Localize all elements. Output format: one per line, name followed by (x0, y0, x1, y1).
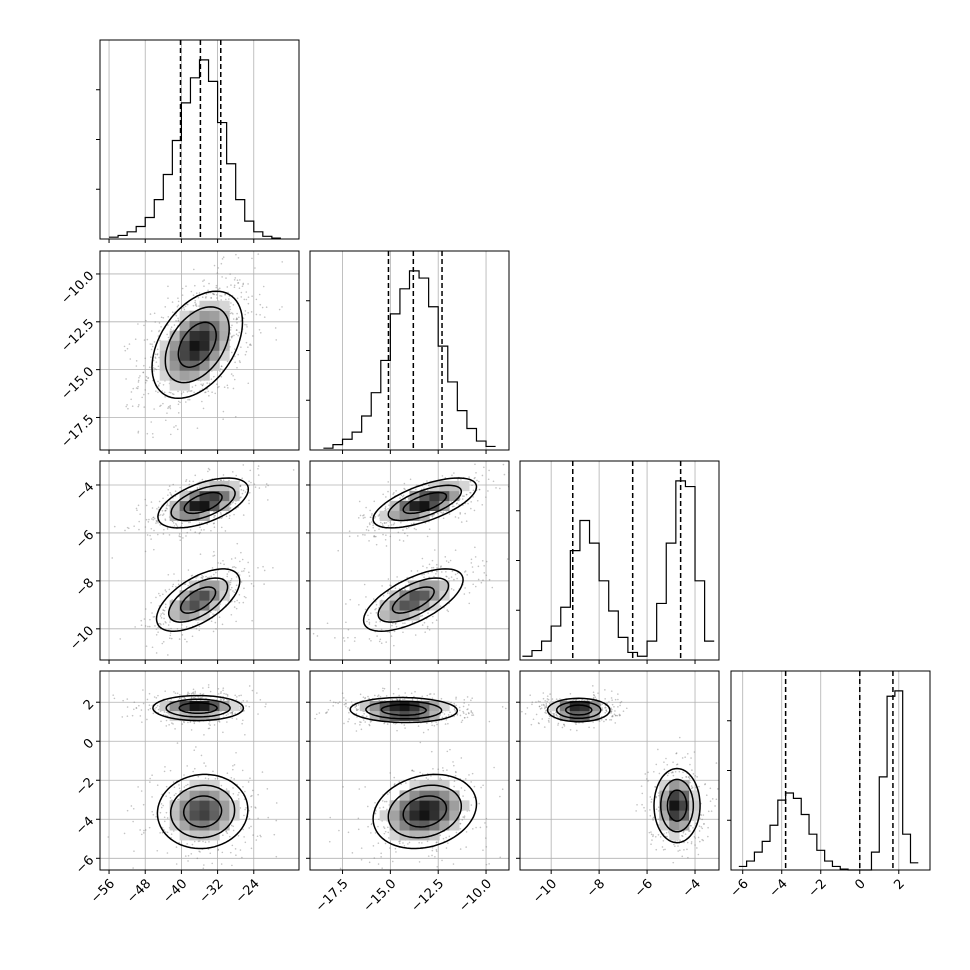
contour-line (402, 491, 448, 515)
y-tick-label: −2 (73, 775, 97, 799)
contour-line (365, 700, 443, 720)
contour-line (362, 568, 464, 632)
contour-line (151, 290, 244, 400)
contour-line (555, 700, 602, 720)
y-tick-label: −15.0 (59, 364, 98, 403)
y-tick-label: −17.5 (59, 412, 98, 451)
y-tick-label: −6 (73, 528, 97, 552)
contour-line (156, 773, 249, 850)
contour-line (155, 568, 241, 632)
y-tick-label: −4 (73, 480, 97, 504)
hist-panel-2 (306, 250, 510, 454)
scatter-panel-4-3 (516, 670, 720, 874)
x-tick-label: −24 (233, 876, 263, 906)
y-tick-label: −12.5 (59, 316, 98, 355)
contour-line (546, 697, 611, 723)
x-tick-label: −17.5 (313, 876, 352, 915)
x-tick-label: −4 (767, 876, 791, 900)
panel-frame (99, 460, 300, 661)
scatter-panel-4-1 (96, 670, 300, 874)
contour-line (182, 795, 223, 828)
x-tick-label: −48 (124, 876, 154, 906)
panel-frame (309, 460, 510, 661)
hist-panel-3 (516, 460, 720, 664)
x-tick-label: −10 (530, 876, 560, 906)
panel-frame (99, 250, 300, 451)
contour-line (377, 577, 450, 623)
x-tick-label: −40 (160, 876, 190, 906)
x-tick-label: −4 (680, 876, 704, 900)
contour-line (178, 702, 218, 715)
panel-frame (99, 670, 300, 871)
x-tick-label: −2 (806, 876, 830, 900)
contour-line (177, 321, 217, 368)
x-tick-label: −15.0 (361, 876, 400, 915)
panel-frame (99, 39, 300, 240)
contour-line (372, 773, 478, 850)
contour-line (170, 484, 236, 522)
contour-line (167, 577, 229, 623)
contour-line (402, 795, 448, 828)
scatter-panel-4-2 (306, 670, 510, 874)
contour-line (157, 477, 250, 529)
contour-line (660, 778, 695, 833)
x-tick-label: −32 (197, 876, 227, 906)
histogram-step (738, 690, 919, 871)
panel-frame (309, 670, 510, 871)
contour-line (165, 698, 231, 718)
contour-line (183, 491, 223, 515)
y-tick-label: 2 (81, 697, 97, 713)
hist-panel-1 (96, 39, 300, 243)
contour-line (169, 784, 236, 839)
panel-frame (519, 670, 720, 871)
x-tick-label: 2 (891, 876, 907, 892)
contour-line (653, 767, 701, 844)
y-tick-label: −6 (73, 853, 97, 877)
contour-line (380, 704, 427, 716)
panel-frame (309, 250, 510, 451)
x-tick-label: −6 (728, 876, 752, 900)
scatter-panel-3-2 (306, 460, 510, 664)
x-tick-label: 0 (852, 876, 868, 892)
x-tick-label: −10.0 (456, 876, 495, 915)
x-tick-label: −6 (632, 876, 656, 900)
x-tick-label: −8 (584, 876, 608, 900)
contour-line (564, 704, 593, 716)
y-tick-label: −8 (73, 576, 97, 600)
contour-line (391, 586, 435, 614)
panel-frame (730, 670, 931, 871)
contour-line (666, 789, 688, 822)
x-tick-label: −56 (88, 876, 118, 906)
contour-line (179, 586, 217, 614)
scatter-panel-3-1 (96, 460, 300, 664)
y-tick-label: −10 (67, 624, 97, 654)
histogram-step (323, 270, 496, 449)
y-tick-label: −10.0 (59, 269, 98, 308)
histogram-step (109, 59, 281, 239)
contour-line (164, 306, 230, 384)
contour-line (387, 784, 463, 839)
panel-frame (519, 460, 720, 661)
contour-line (387, 484, 463, 522)
contour-line (349, 696, 459, 724)
hist-panel-4 (727, 670, 931, 874)
x-tick-label: −12.5 (408, 876, 447, 915)
y-tick-label: 0 (81, 736, 97, 752)
scatter-panel-2-1 (96, 250, 300, 454)
contour-line (152, 694, 245, 722)
y-tick-label: −4 (73, 814, 97, 838)
contour-line (372, 477, 478, 529)
